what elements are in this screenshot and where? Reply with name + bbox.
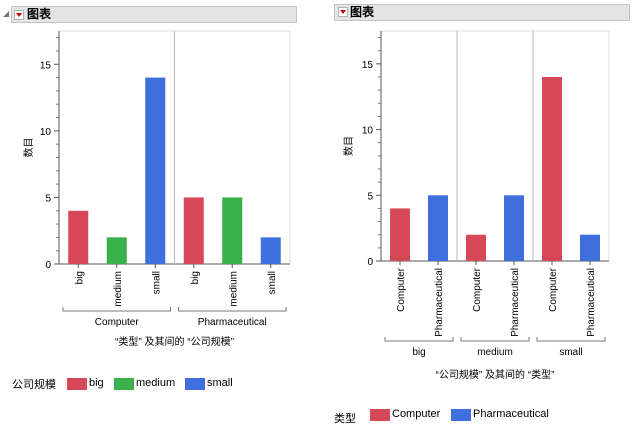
group-bracket bbox=[384, 337, 454, 342]
red-triangle-menu-icon[interactable] bbox=[14, 10, 24, 20]
group-label: big bbox=[412, 347, 425, 358]
group-bracket bbox=[178, 307, 287, 312]
x-category-label: big bbox=[190, 271, 201, 284]
bar bbox=[504, 195, 524, 261]
x-category-label: Pharmaceutical bbox=[434, 268, 445, 337]
x-category-label: Computer bbox=[548, 267, 559, 312]
legend-label: Pharmaceutical bbox=[473, 408, 549, 420]
x-category-label: medium bbox=[113, 271, 124, 307]
group-label: medium bbox=[477, 347, 513, 358]
legend-label: big bbox=[89, 377, 104, 389]
bar bbox=[542, 77, 562, 261]
x-axis-title: “公司规模” 及其间的 “类型” bbox=[436, 368, 555, 381]
bar bbox=[580, 234, 600, 261]
bar bbox=[183, 197, 204, 264]
x-category-label: medium bbox=[228, 271, 239, 307]
bar bbox=[222, 197, 243, 264]
y-tick-label: 15 bbox=[40, 60, 52, 71]
left-chart-title: 图表 bbox=[27, 7, 52, 21]
legend-swatch bbox=[67, 377, 87, 390]
right-bar-chart: 0 5 10 15 数目 Computer Pharmaceutical big Compute… bbox=[342, 30, 610, 381]
legend-label: medium bbox=[136, 377, 176, 389]
group-bracket bbox=[62, 307, 171, 312]
bar bbox=[466, 234, 486, 261]
legend-item-pharmaceutical[interactable]: Pharmaceutical bbox=[451, 408, 549, 421]
group-bracket bbox=[460, 337, 530, 342]
left-chart-header bbox=[11, 6, 297, 23]
right-legend-title: 类型 bbox=[334, 412, 356, 425]
bar bbox=[390, 208, 410, 261]
group-label: Computer bbox=[95, 317, 140, 328]
x-axis-title: “类型” 及其间的 “公司规模” bbox=[115, 335, 234, 348]
red-triangle-menu-icon[interactable] bbox=[338, 7, 348, 17]
x-category-label: small bbox=[267, 271, 278, 294]
group-bracket bbox=[536, 337, 606, 342]
left-legend-title: 公司规模 bbox=[12, 378, 56, 391]
right-chart-title: 图表 bbox=[350, 5, 375, 19]
legend-item-small[interactable]: small bbox=[185, 377, 233, 390]
bar bbox=[68, 210, 89, 264]
y-axis-title: 数目 bbox=[342, 136, 355, 156]
y-tick-label: 10 bbox=[362, 126, 374, 137]
collapse-triangle-icon[interactable]: ◢ bbox=[3, 9, 10, 18]
legend-swatch bbox=[370, 408, 390, 421]
x-category-label: Pharmaceutical bbox=[510, 268, 521, 337]
left-bar-chart: 0 5 10 15 数目 big medium small Computer big medium s… bbox=[22, 30, 291, 348]
y-tick-label: 0 bbox=[367, 257, 373, 268]
plot-frame bbox=[380, 30, 610, 262]
y-tick-label: 0 bbox=[45, 260, 51, 271]
group-label: small bbox=[559, 347, 582, 358]
x-category-label: Computer bbox=[396, 267, 407, 312]
bar bbox=[106, 237, 127, 264]
legend-label: Computer bbox=[392, 408, 441, 420]
right-chart-panel: 图表 0 5 10 15 数目 Computer Pharmaceutical big Comp… bbox=[322, 0, 642, 438]
left-chart-panel: ◢ 图表 0 5 10 15 数目 big medium small Computer big me… bbox=[0, 0, 300, 400]
legend-swatch bbox=[185, 377, 205, 390]
y-axis-title: 数目 bbox=[22, 138, 35, 158]
y-tick-label: 5 bbox=[45, 193, 51, 204]
group-label: Pharmaceutical bbox=[198, 317, 267, 328]
y-tick-label: 15 bbox=[362, 60, 374, 71]
legend-item-computer[interactable]: Computer bbox=[370, 408, 440, 421]
legend-swatch bbox=[451, 408, 471, 421]
legend-label: small bbox=[207, 377, 233, 389]
y-tick-label: 5 bbox=[367, 191, 373, 202]
y-tick-label: 10 bbox=[40, 127, 52, 138]
x-category-label: small bbox=[151, 271, 162, 294]
bar bbox=[428, 195, 448, 261]
right-chart-header bbox=[334, 4, 630, 21]
legend-item-big[interactable]: big bbox=[67, 377, 104, 390]
legend-swatch bbox=[114, 377, 134, 390]
bar bbox=[260, 237, 281, 264]
bar bbox=[145, 77, 166, 264]
x-category-label: big bbox=[74, 271, 85, 284]
x-category-label: Computer bbox=[472, 267, 483, 312]
legend-item-medium[interactable]: medium bbox=[114, 377, 175, 390]
x-category-label: Pharmaceutical bbox=[586, 268, 597, 337]
